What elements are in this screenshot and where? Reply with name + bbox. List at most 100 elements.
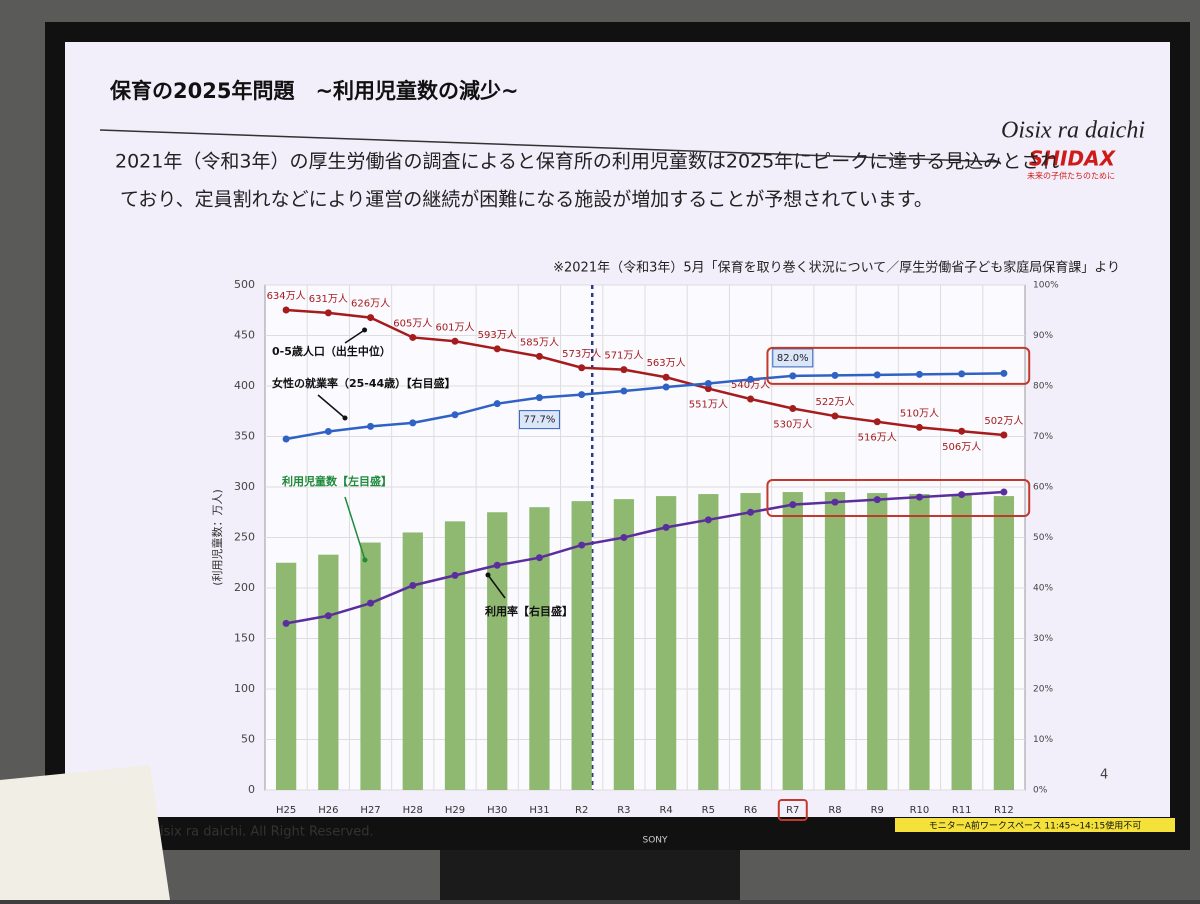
bar: [487, 512, 508, 790]
point: [958, 491, 966, 499]
point: [535, 394, 543, 402]
arrow-head: [342, 415, 348, 421]
point: [451, 337, 459, 345]
bar: [824, 492, 846, 790]
y2-tick-label: 20%: [1033, 685, 1053, 695]
bar: [529, 507, 550, 790]
point: [1000, 369, 1008, 377]
value-label: 77.7%: [524, 415, 556, 426]
annotation-arrow: [317, 394, 346, 419]
x-tick-label: R3: [617, 805, 630, 816]
footer: isix ra daichi. All Right Reserved.: [160, 825, 374, 840]
point: [535, 352, 543, 360]
bar: [951, 495, 972, 790]
y2-tick-label: 50%: [1033, 533, 1053, 543]
point: [409, 419, 417, 427]
x-tick-label: H25: [276, 805, 296, 816]
x-tick-label: R9: [871, 805, 884, 816]
arrow-head: [485, 572, 491, 578]
arrow-head: [362, 557, 368, 563]
annotation: 女性の就業率（25-44歳）【右目盛】: [272, 376, 456, 390]
bar: [402, 532, 423, 790]
logo: Oisix ra daichi: [1001, 118, 1145, 144]
bar: [655, 496, 677, 790]
value-label: 571万人: [604, 350, 643, 362]
monitor-brand: SONY: [642, 836, 668, 846]
point: [367, 599, 375, 607]
x-tick-label: H26: [318, 805, 338, 816]
y2-tick-label: 80%: [1033, 382, 1053, 392]
monitor-note: モニターA前ワークスペース 11:45〜14:15使用不可: [929, 820, 1142, 832]
value-label: 593万人: [478, 329, 517, 341]
x-tick-label: H31: [529, 805, 549, 816]
bar: [360, 542, 381, 790]
monitor-note-bg: [895, 818, 1175, 832]
point: [324, 309, 332, 317]
y-tick-label: 350: [234, 430, 255, 443]
y2-tick-label: 30%: [1033, 634, 1053, 644]
value-label: 516万人: [858, 432, 897, 444]
bar: [571, 501, 592, 790]
value-label: 573万人: [562, 348, 601, 360]
x-tick-label: R2: [575, 805, 588, 816]
bar: [613, 499, 635, 790]
point: [620, 366, 628, 374]
annotation-arrow: [487, 574, 506, 599]
value-label: 502万人: [984, 415, 1023, 427]
point: [620, 534, 628, 541]
value-label: 634万人: [267, 290, 306, 302]
point: [915, 370, 923, 378]
point: [704, 385, 712, 393]
point: [831, 412, 839, 420]
value-label: 585万人: [520, 336, 559, 348]
point: [915, 493, 923, 501]
y2-tick-label: 0%: [1033, 786, 1048, 796]
y-tick-label: 50: [241, 733, 255, 746]
bar: [698, 494, 719, 790]
y-tick-label: 300: [234, 480, 255, 493]
point: [915, 423, 923, 431]
body-line: 2021年（令和3年）の厚生労働省の調査によると保育所の利用児童数は2025年に…: [115, 151, 1059, 173]
point: [789, 404, 797, 412]
highlight-box: [766, 346, 1031, 385]
point: [493, 400, 501, 408]
value-label: 510万人: [900, 407, 939, 419]
bar: [740, 493, 761, 790]
x-tick-label: R10: [910, 805, 930, 816]
x-tick-label: R4: [659, 805, 672, 816]
x-tick-label: R8: [828, 805, 841, 816]
bar: [909, 494, 930, 790]
point: [535, 554, 543, 562]
point: [704, 516, 712, 524]
point: [873, 496, 881, 504]
brand: SHIDAX: [1029, 147, 1117, 171]
x-tick-label: R7: [786, 805, 799, 816]
y-tick-label: 500: [234, 278, 255, 291]
point: [324, 612, 332, 620]
value-label: 601万人: [435, 321, 474, 333]
tagline: 未来の子供たちのために: [1027, 171, 1115, 181]
point: [747, 395, 755, 403]
point: [704, 379, 712, 387]
slide-title: 保育の2025年問題 ~利用児童数の減少~: [109, 79, 519, 103]
value-label: 530万人: [773, 418, 812, 430]
point: [958, 427, 966, 435]
point: [367, 314, 375, 322]
value-label: 506万人: [942, 441, 981, 453]
x-tick-label: R5: [702, 805, 715, 816]
y-tick-label: 400: [234, 379, 255, 392]
point: [493, 345, 501, 353]
bar: [993, 496, 1015, 790]
point: [662, 373, 670, 381]
bar: [444, 521, 466, 790]
point: [409, 333, 417, 341]
y-tick-label: 0: [248, 783, 255, 796]
y2-tick-label: 90%: [1033, 331, 1053, 341]
x-tick-label: H27: [360, 805, 380, 816]
annotation: 0-5歳人口（出生中位）: [272, 344, 391, 358]
point: [873, 371, 881, 379]
x-tick-label: R12: [994, 805, 1014, 816]
bar: [318, 554, 339, 790]
point: [831, 371, 839, 379]
